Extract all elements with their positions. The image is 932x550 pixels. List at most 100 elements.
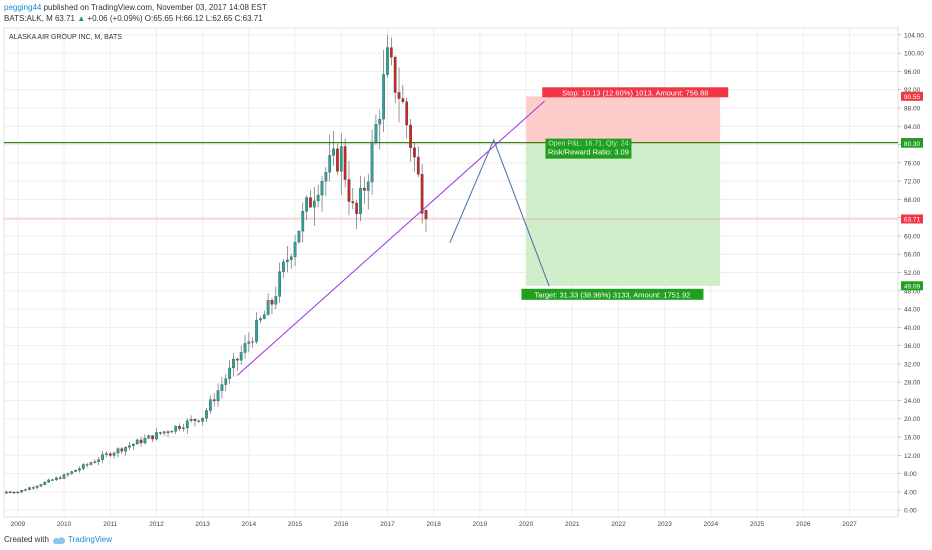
y-tick-label: 100.00 bbox=[904, 51, 924, 58]
candle-up bbox=[251, 341, 255, 343]
created-with-text: Created with bbox=[4, 535, 49, 544]
candle-up bbox=[255, 319, 258, 342]
tradingview-logo-icon bbox=[53, 537, 65, 544]
candle-up bbox=[47, 479, 51, 483]
candle-down bbox=[347, 179, 351, 202]
candle-up bbox=[209, 399, 212, 411]
candle-down bbox=[336, 148, 339, 172]
symbol-info: BATS:ALK, M 63.71 ▲ +0.06 (+0.09%) O:65.… bbox=[4, 14, 263, 23]
candle-down bbox=[405, 101, 409, 126]
y-tick-label: 12.00 bbox=[904, 453, 921, 460]
x-tick-label: 2010 bbox=[57, 521, 72, 528]
y-tick-label: 36.00 bbox=[904, 343, 921, 350]
candle-up bbox=[101, 454, 104, 460]
ohlc-text: O:65.65 H:66.12 L:62.65 C:63.71 bbox=[144, 14, 263, 23]
candle-down bbox=[309, 197, 312, 208]
candle-up bbox=[301, 211, 305, 232]
candle-up bbox=[224, 378, 228, 385]
x-tick-label: 2015 bbox=[288, 521, 303, 528]
candle-up bbox=[274, 296, 278, 305]
candle-up bbox=[205, 410, 208, 419]
candle-up bbox=[135, 439, 139, 445]
trendline bbox=[236, 100, 545, 376]
pnl-box bbox=[545, 138, 632, 159]
candle-up bbox=[386, 47, 389, 75]
candle-down bbox=[409, 124, 412, 148]
chart-title: ALASKA AIR GROUP INC, M, BATS bbox=[9, 34, 122, 41]
candle-down bbox=[393, 56, 397, 93]
x-tick-label: 2022 bbox=[611, 521, 626, 528]
candle-up bbox=[312, 200, 316, 208]
x-tick-label: 2019 bbox=[473, 521, 488, 528]
x-tick-label: 2026 bbox=[796, 521, 811, 528]
candle-down bbox=[420, 174, 424, 214]
candle-up bbox=[289, 256, 293, 261]
stop-zone bbox=[526, 96, 721, 143]
candle-up bbox=[266, 300, 270, 315]
stop-label-box bbox=[542, 87, 729, 98]
candle-down bbox=[12, 492, 16, 494]
candle-down bbox=[158, 432, 162, 434]
y-tick-label: 76.00 bbox=[904, 160, 921, 167]
target-zone bbox=[526, 142, 721, 286]
candle-down bbox=[212, 399, 216, 402]
candle-up bbox=[216, 390, 220, 402]
price-chart[interactable]: 0.00 4.00 8.00 12.00 16.00 20.00 24.00 28.00 32.… bbox=[0, 0, 932, 532]
x-tick-label: 2023 bbox=[657, 521, 672, 528]
footer: Created with TradingView bbox=[0, 532, 932, 550]
candle-down bbox=[8, 491, 12, 493]
x-tick-label: 2021 bbox=[565, 521, 580, 528]
candle-up bbox=[62, 474, 66, 479]
candle-up bbox=[220, 384, 224, 391]
candle-up bbox=[143, 438, 147, 444]
chart-header: pegging44 published on TradingView.com, … bbox=[0, 0, 932, 26]
price-tag-label: 80.30 bbox=[904, 141, 921, 148]
x-tick-label: 2025 bbox=[750, 521, 765, 528]
x-tick-label: 2012 bbox=[149, 521, 164, 528]
price-tag-label: 49.09 bbox=[904, 283, 921, 290]
author-link[interactable]: pegging44 bbox=[4, 3, 42, 12]
risk-reward-label: Risk/Reward Ratio: 3.09 bbox=[548, 148, 629, 157]
candle-up bbox=[116, 448, 120, 454]
x-tick-label: 2024 bbox=[704, 521, 719, 528]
candle-up bbox=[328, 155, 332, 173]
y-tick-label: 56.00 bbox=[904, 252, 921, 259]
candle-up bbox=[189, 419, 193, 421]
candle-up bbox=[55, 477, 58, 480]
tradingview-brand[interactable]: TradingView bbox=[68, 535, 113, 544]
candle-up bbox=[382, 74, 385, 120]
candle-down bbox=[401, 98, 405, 102]
candle-down bbox=[193, 419, 197, 421]
y-tick-label: 60.00 bbox=[904, 233, 921, 240]
y-tick-label: 72.00 bbox=[904, 179, 921, 186]
candle-up bbox=[243, 343, 247, 353]
candle-up bbox=[324, 172, 328, 182]
candle-up bbox=[124, 447, 128, 452]
y-tick-label: 32.00 bbox=[904, 361, 921, 368]
candle-down bbox=[343, 146, 347, 180]
publish-info: pegging44 published on TradingView.com, … bbox=[4, 3, 267, 12]
y-tick-label: 104.00 bbox=[904, 32, 924, 39]
y-tick-label: 8.00 bbox=[904, 471, 917, 478]
projection-path bbox=[449, 138, 550, 287]
y-tick-label: 88.00 bbox=[904, 105, 921, 112]
price-tag bbox=[901, 91, 923, 101]
candle-up bbox=[51, 479, 54, 481]
candle-down bbox=[416, 156, 420, 175]
x-tick-label: 2020 bbox=[519, 521, 534, 528]
candle-up bbox=[93, 461, 97, 463]
x-tick-label: 2014 bbox=[242, 521, 257, 528]
candle-up bbox=[81, 464, 85, 469]
candle-up bbox=[316, 194, 320, 202]
candle-up bbox=[105, 453, 108, 455]
candle-up bbox=[174, 426, 178, 432]
candle-down bbox=[58, 477, 62, 479]
y-tick-label: 44.00 bbox=[904, 307, 921, 314]
y-tick-label: 20.00 bbox=[904, 416, 921, 423]
candle-down bbox=[197, 420, 201, 422]
y-tick-label: 4.00 bbox=[904, 489, 917, 496]
candle-up bbox=[170, 431, 174, 433]
candle-down bbox=[397, 92, 401, 99]
y-tick-label: 48.00 bbox=[904, 288, 921, 295]
candle-up bbox=[155, 432, 158, 440]
